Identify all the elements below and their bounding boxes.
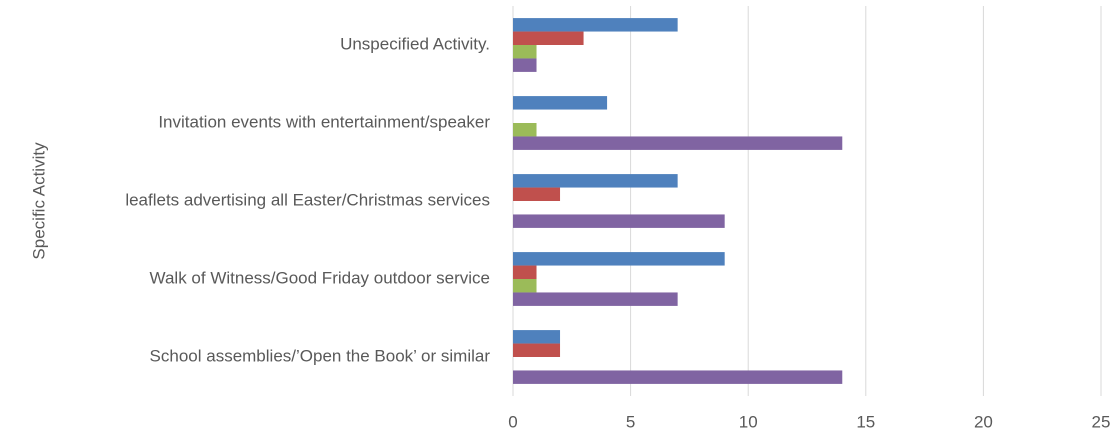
y-tick-label: leaflets advertising all Easter/Christma… (125, 190, 490, 209)
x-tick-label: 10 (739, 412, 758, 431)
y-axis-label: Specific Activity (29, 142, 48, 260)
bar (513, 252, 725, 266)
bar (513, 123, 537, 137)
bar (513, 136, 843, 150)
bar (513, 31, 584, 45)
y-tick-label: Unspecified Activity. (340, 34, 490, 53)
bar (513, 265, 537, 279)
bar (513, 58, 537, 72)
y-tick-label: Invitation events with entertainment/spe… (158, 112, 490, 131)
x-tick-label: 0 (508, 412, 517, 431)
x-tick-label: 15 (856, 412, 875, 431)
x-tick-label: 25 (1092, 412, 1111, 431)
bar (513, 343, 561, 357)
bar (513, 174, 678, 188)
bar (513, 370, 843, 384)
bar (513, 214, 725, 228)
bar (513, 96, 608, 110)
x-tick-label: 5 (626, 412, 635, 431)
bar (513, 187, 561, 201)
bar (513, 330, 561, 344)
bar (513, 292, 678, 306)
bar (513, 18, 678, 32)
bar (513, 45, 537, 59)
y-tick-label: Walk of Witness/Good Friday outdoor serv… (150, 268, 490, 287)
bar (513, 279, 537, 293)
y-tick-label: School assemblies/’Open the Book’ or sim… (150, 346, 491, 365)
x-tick-label: 20 (974, 412, 993, 431)
